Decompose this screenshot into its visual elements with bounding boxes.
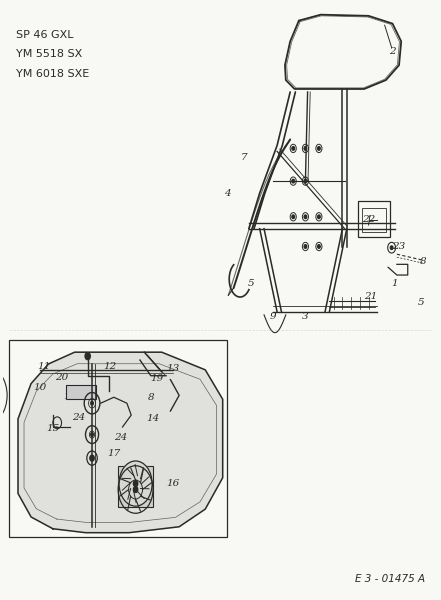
Text: 8: 8	[420, 257, 426, 266]
Text: 12: 12	[103, 362, 116, 371]
Polygon shape	[18, 352, 223, 533]
Circle shape	[134, 487, 138, 493]
Text: 21: 21	[364, 292, 377, 301]
Circle shape	[318, 146, 320, 150]
Text: 10: 10	[33, 383, 46, 392]
Text: YM 5518 SX: YM 5518 SX	[16, 49, 82, 59]
Text: 19: 19	[151, 374, 164, 383]
Bar	[358, 202, 390, 237]
Text: YM 6018 SXE: YM 6018 SXE	[16, 69, 89, 79]
Text: 5: 5	[248, 279, 254, 288]
Text: 11: 11	[37, 362, 51, 371]
Circle shape	[292, 146, 295, 150]
Text: 7: 7	[241, 153, 248, 162]
Text: 14: 14	[146, 415, 160, 424]
Circle shape	[119, 461, 152, 506]
Bar	[66, 385, 97, 399]
Circle shape	[304, 215, 307, 218]
Circle shape	[292, 215, 295, 218]
Circle shape	[304, 179, 307, 183]
Bar	[362, 208, 386, 232]
Circle shape	[134, 481, 138, 487]
Circle shape	[292, 179, 295, 183]
Text: 20: 20	[55, 373, 68, 382]
Text: 24: 24	[72, 413, 86, 422]
Circle shape	[90, 455, 94, 461]
Text: 3: 3	[302, 312, 309, 321]
Text: 8: 8	[148, 393, 154, 402]
Circle shape	[91, 401, 93, 405]
Text: 5: 5	[418, 298, 424, 307]
Circle shape	[304, 146, 307, 150]
Text: E 3 - 01475 A: E 3 - 01475 A	[355, 574, 425, 584]
Text: SP 46 GXL: SP 46 GXL	[16, 29, 73, 40]
Circle shape	[91, 433, 93, 436]
Text: 18: 18	[64, 392, 77, 401]
Text: 9: 9	[269, 312, 276, 321]
Text: 2: 2	[389, 47, 396, 56]
Bar	[118, 466, 153, 508]
Text: 1: 1	[391, 279, 398, 288]
Text: 17: 17	[107, 449, 120, 458]
Text: 13: 13	[166, 364, 179, 373]
Text: 15: 15	[46, 424, 60, 433]
Circle shape	[318, 215, 320, 218]
Circle shape	[318, 245, 320, 248]
Text: 16: 16	[166, 479, 179, 488]
Circle shape	[85, 353, 90, 359]
Text: 4: 4	[224, 188, 230, 197]
Text: 23: 23	[392, 242, 406, 251]
Text: 22: 22	[362, 215, 375, 224]
Circle shape	[390, 246, 393, 250]
Text: 24: 24	[114, 433, 127, 442]
Circle shape	[304, 245, 307, 248]
Bar	[9, 340, 227, 536]
